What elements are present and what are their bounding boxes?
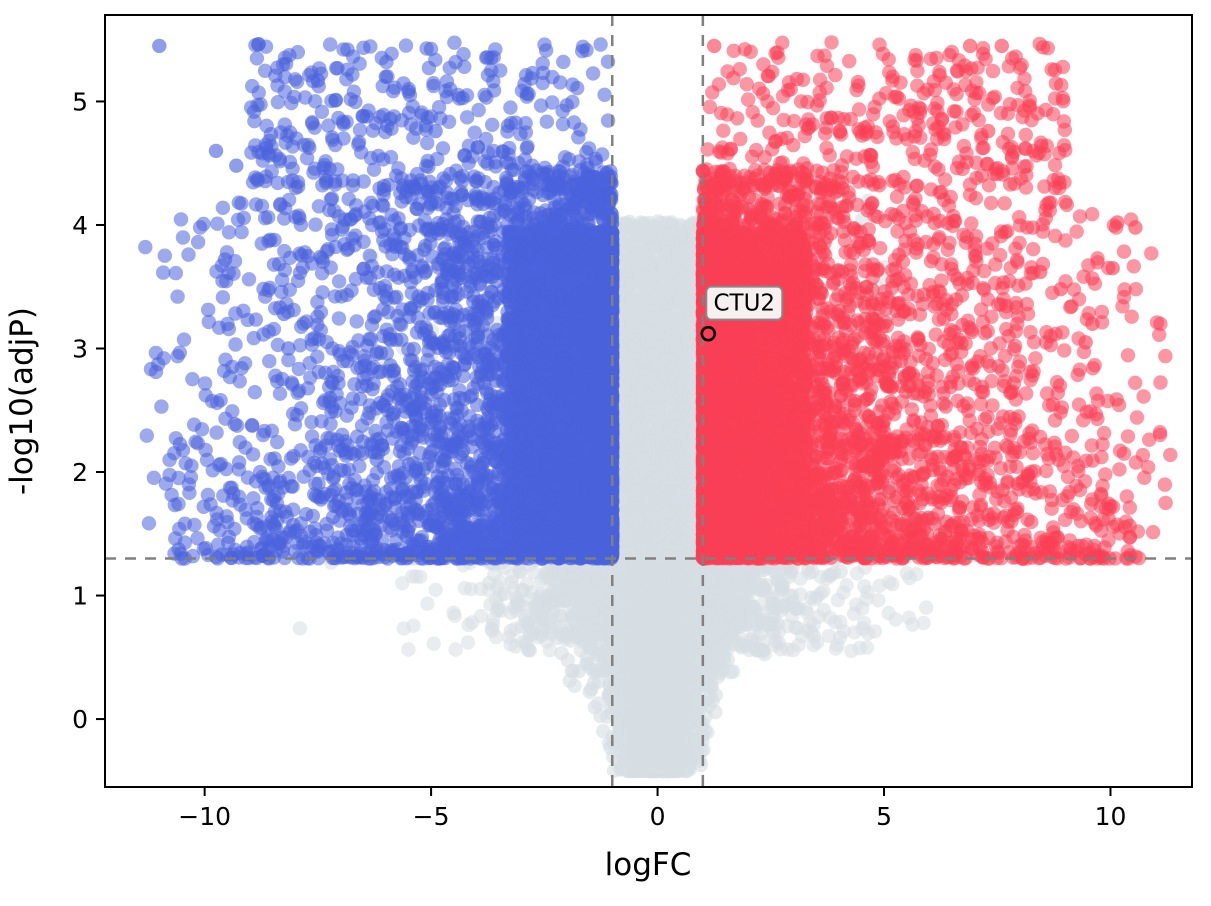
annotation-marker-ctu2 xyxy=(700,325,717,342)
annotation-label-ctu2: CTU2 xyxy=(713,291,775,317)
x-tick-label: 0 xyxy=(650,802,666,831)
y-tick-label: 3 xyxy=(72,335,88,364)
y-tick-label: 0 xyxy=(72,705,88,734)
y-tick-label: 5 xyxy=(72,87,88,116)
y-axis-label: -log10(adjP) xyxy=(4,307,40,495)
axes-frame xyxy=(104,14,1193,788)
annotation-box-ctu2 xyxy=(705,285,784,321)
y-tick-label: 2 xyxy=(72,458,88,487)
x-tick-label: 5 xyxy=(876,802,892,831)
x-tick-label: −10 xyxy=(178,802,231,831)
threshold-lines xyxy=(105,15,1192,787)
x-axis-ticks: −10 −5 0 5 10 xyxy=(178,787,1126,831)
annotation-layer: CTU2 xyxy=(700,285,784,342)
y-tick-label: 1 xyxy=(72,582,88,611)
x-tick-label: −5 xyxy=(413,802,450,831)
scatter-group-down-regulated xyxy=(138,35,620,566)
x-axis-label: logFC xyxy=(605,847,692,883)
y-tick-label: 4 xyxy=(72,211,88,240)
x-tick-label: 10 xyxy=(1095,802,1127,831)
y-axis-ticks: 0 1 2 3 4 5 xyxy=(72,87,105,734)
